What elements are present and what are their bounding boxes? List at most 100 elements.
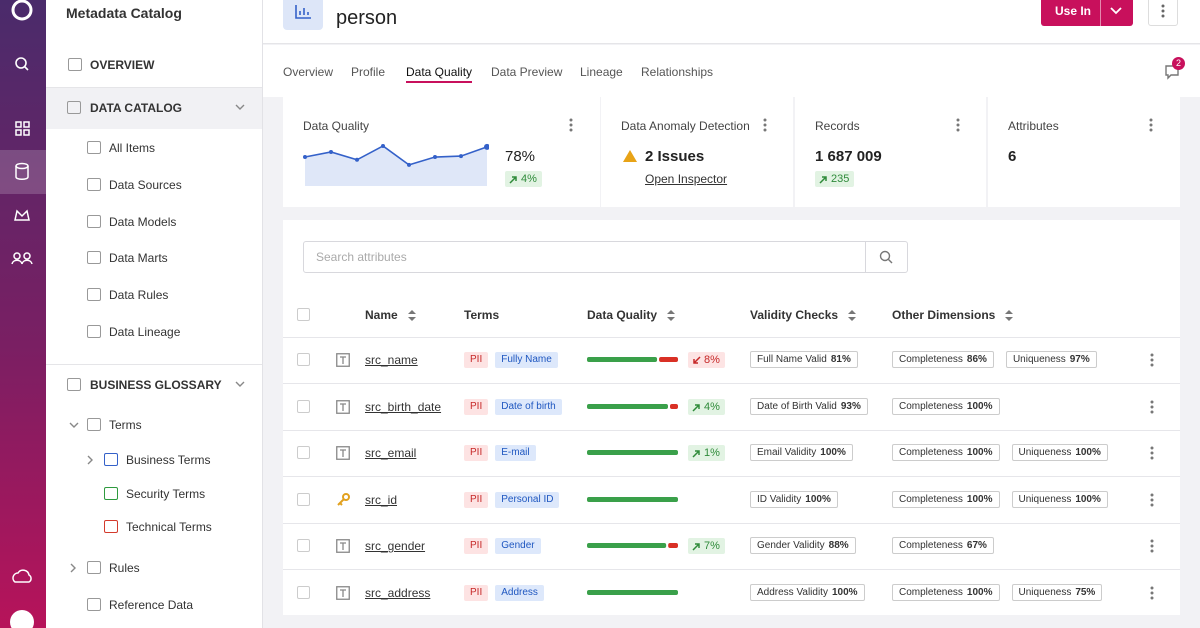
t <box>340 589 346 597</box>
validity-value: 100% <box>820 447 846 459</box>
validity-check: Full Name Valid 81% <box>750 351 858 368</box>
tab[interactable]: Data Quality <box>406 65 473 83</box>
column-header[interactable]: Validity Checks <box>750 308 839 322</box>
sort-up <box>407 310 416 314</box>
dimension-label: Completeness <box>899 354 963 365</box>
dimensions: Completeness 100% Uniqueness 100% <box>892 490 1108 508</box>
nav-item[interactable]: Data Marts <box>109 251 168 266</box>
tri <box>623 150 637 162</box>
dimension-value: 100% <box>966 493 993 505</box>
nav-item[interactable]: Data Lineage <box>109 325 181 339</box>
dimension-value: 86% <box>966 354 987 365</box>
quality-bad <box>669 403 678 409</box>
search-button[interactable] <box>865 241 908 273</box>
dimension: Completeness 100% <box>892 444 1000 462</box>
nav-reference-data[interactable]: Reference Data <box>109 598 194 612</box>
tab[interactable]: Overview <box>283 65 334 79</box>
chart-icon <box>295 5 311 19</box>
tags: PII Personal ID <box>464 491 560 508</box>
validity-check: Address Validity 100% <box>750 584 865 601</box>
dot <box>1150 400 1154 404</box>
change-badge: 4% <box>505 171 542 187</box>
icon <box>87 598 101 611</box>
dot <box>763 123 767 127</box>
nav-overview[interactable]: OVERVIEW <box>90 58 155 72</box>
rail <box>0 0 46 628</box>
attribute-name[interactable]: src_gender <box>365 539 426 554</box>
tab[interactable]: Relationships <box>641 65 714 79</box>
nav-business-glossary[interactable]: BUSINESS GLOSSARY <box>90 378 222 392</box>
dot <box>1150 451 1154 455</box>
row-menu <box>1150 586 1154 600</box>
checkbox[interactable] <box>297 446 310 460</box>
attribute-name[interactable]: src_birth_date <box>365 399 442 414</box>
checkbox[interactable] <box>297 539 310 553</box>
nav-terms[interactable]: Terms <box>109 418 142 432</box>
validity-label: Gender Validity <box>757 540 825 552</box>
tab[interactable]: Data Preview <box>491 65 563 79</box>
nav-data-catalog[interactable]: DATA CATALOG <box>90 101 182 115</box>
dot <box>1150 591 1154 595</box>
dot <box>1150 456 1154 460</box>
card-value: 6 <box>1008 148 1017 165</box>
card-link[interactable]: Open Inspector <box>645 172 728 186</box>
checkbox[interactable] <box>297 399 310 413</box>
button-split <box>1100 0 1101 26</box>
column-header[interactable]: Name <box>365 308 398 322</box>
checkbox[interactable] <box>297 353 310 366</box>
validity-value: 88% <box>828 540 849 552</box>
trend-icon <box>692 403 700 412</box>
dimension-label: Completeness <box>899 447 963 459</box>
use-in-button[interactable] <box>1041 0 1133 26</box>
column-header[interactable]: Other Dimensions <box>892 308 996 322</box>
checkbox[interactable] <box>297 492 310 506</box>
tag: PII <box>464 352 489 368</box>
dimension-label: Uniqueness <box>1018 447 1072 459</box>
dot <box>1150 539 1154 543</box>
checkbox[interactable] <box>297 586 310 599</box>
dimension: Completeness 86% <box>892 351 994 368</box>
page-title: person <box>336 7 398 29</box>
more-button[interactable] <box>1148 0 1178 26</box>
dot <box>956 128 960 132</box>
tab[interactable]: Lineage <box>580 65 623 79</box>
attribute-name[interactable]: src_name <box>365 353 418 367</box>
checkbox[interactable] <box>297 308 310 321</box>
tab[interactable]: Profile <box>351 65 386 79</box>
nav-item[interactable]: Data Models <box>109 214 177 229</box>
attribute-name[interactable]: src_email <box>365 446 417 461</box>
text-type-icon <box>336 399 350 414</box>
nav-item[interactable]: Technical Terms <box>126 520 212 534</box>
validity-value: 81% <box>830 354 851 365</box>
dimensions: Completeness 100% Uniqueness 100% <box>892 444 1108 462</box>
row-menu <box>1150 400 1154 414</box>
validity-check: ID Validity 100% <box>750 490 838 508</box>
validity-check: Date of Birth Valid 93% <box>750 397 868 415</box>
dimension-label: Completeness <box>899 400 963 412</box>
sparkline-point <box>329 149 333 154</box>
dimension-label: Uniqueness <box>1018 493 1072 505</box>
nav-item[interactable]: Security Terms <box>126 486 206 501</box>
card-menu <box>1149 118 1153 132</box>
attribute-name[interactable]: src_id <box>365 492 398 507</box>
text-type-icon <box>336 353 350 367</box>
nav-item[interactable]: Data Sources <box>109 177 182 192</box>
dot <box>1150 446 1154 450</box>
sort-up <box>1005 310 1014 314</box>
dimension-value: 100% <box>1075 493 1101 505</box>
use-in-label: Use In <box>1055 4 1092 18</box>
sparkline-point <box>459 154 463 159</box>
validity-value: 100% <box>805 493 831 505</box>
dimension-label: Uniqueness <box>1012 354 1066 365</box>
nav-item[interactable]: All Items <box>109 141 156 155</box>
trend-icon <box>693 356 701 364</box>
nav-item[interactable]: Business Terms <box>126 453 211 467</box>
nav-item[interactable]: Data Rules <box>109 288 169 303</box>
change-badge: 235 <box>815 171 855 187</box>
attribute-name[interactable]: src_address <box>365 586 431 600</box>
dot <box>1150 596 1154 600</box>
divider <box>283 383 1180 384</box>
tags: PII E-mail <box>464 445 536 462</box>
column-header[interactable]: Data Quality <box>587 308 658 322</box>
nav-rules[interactable]: Rules <box>109 561 140 575</box>
